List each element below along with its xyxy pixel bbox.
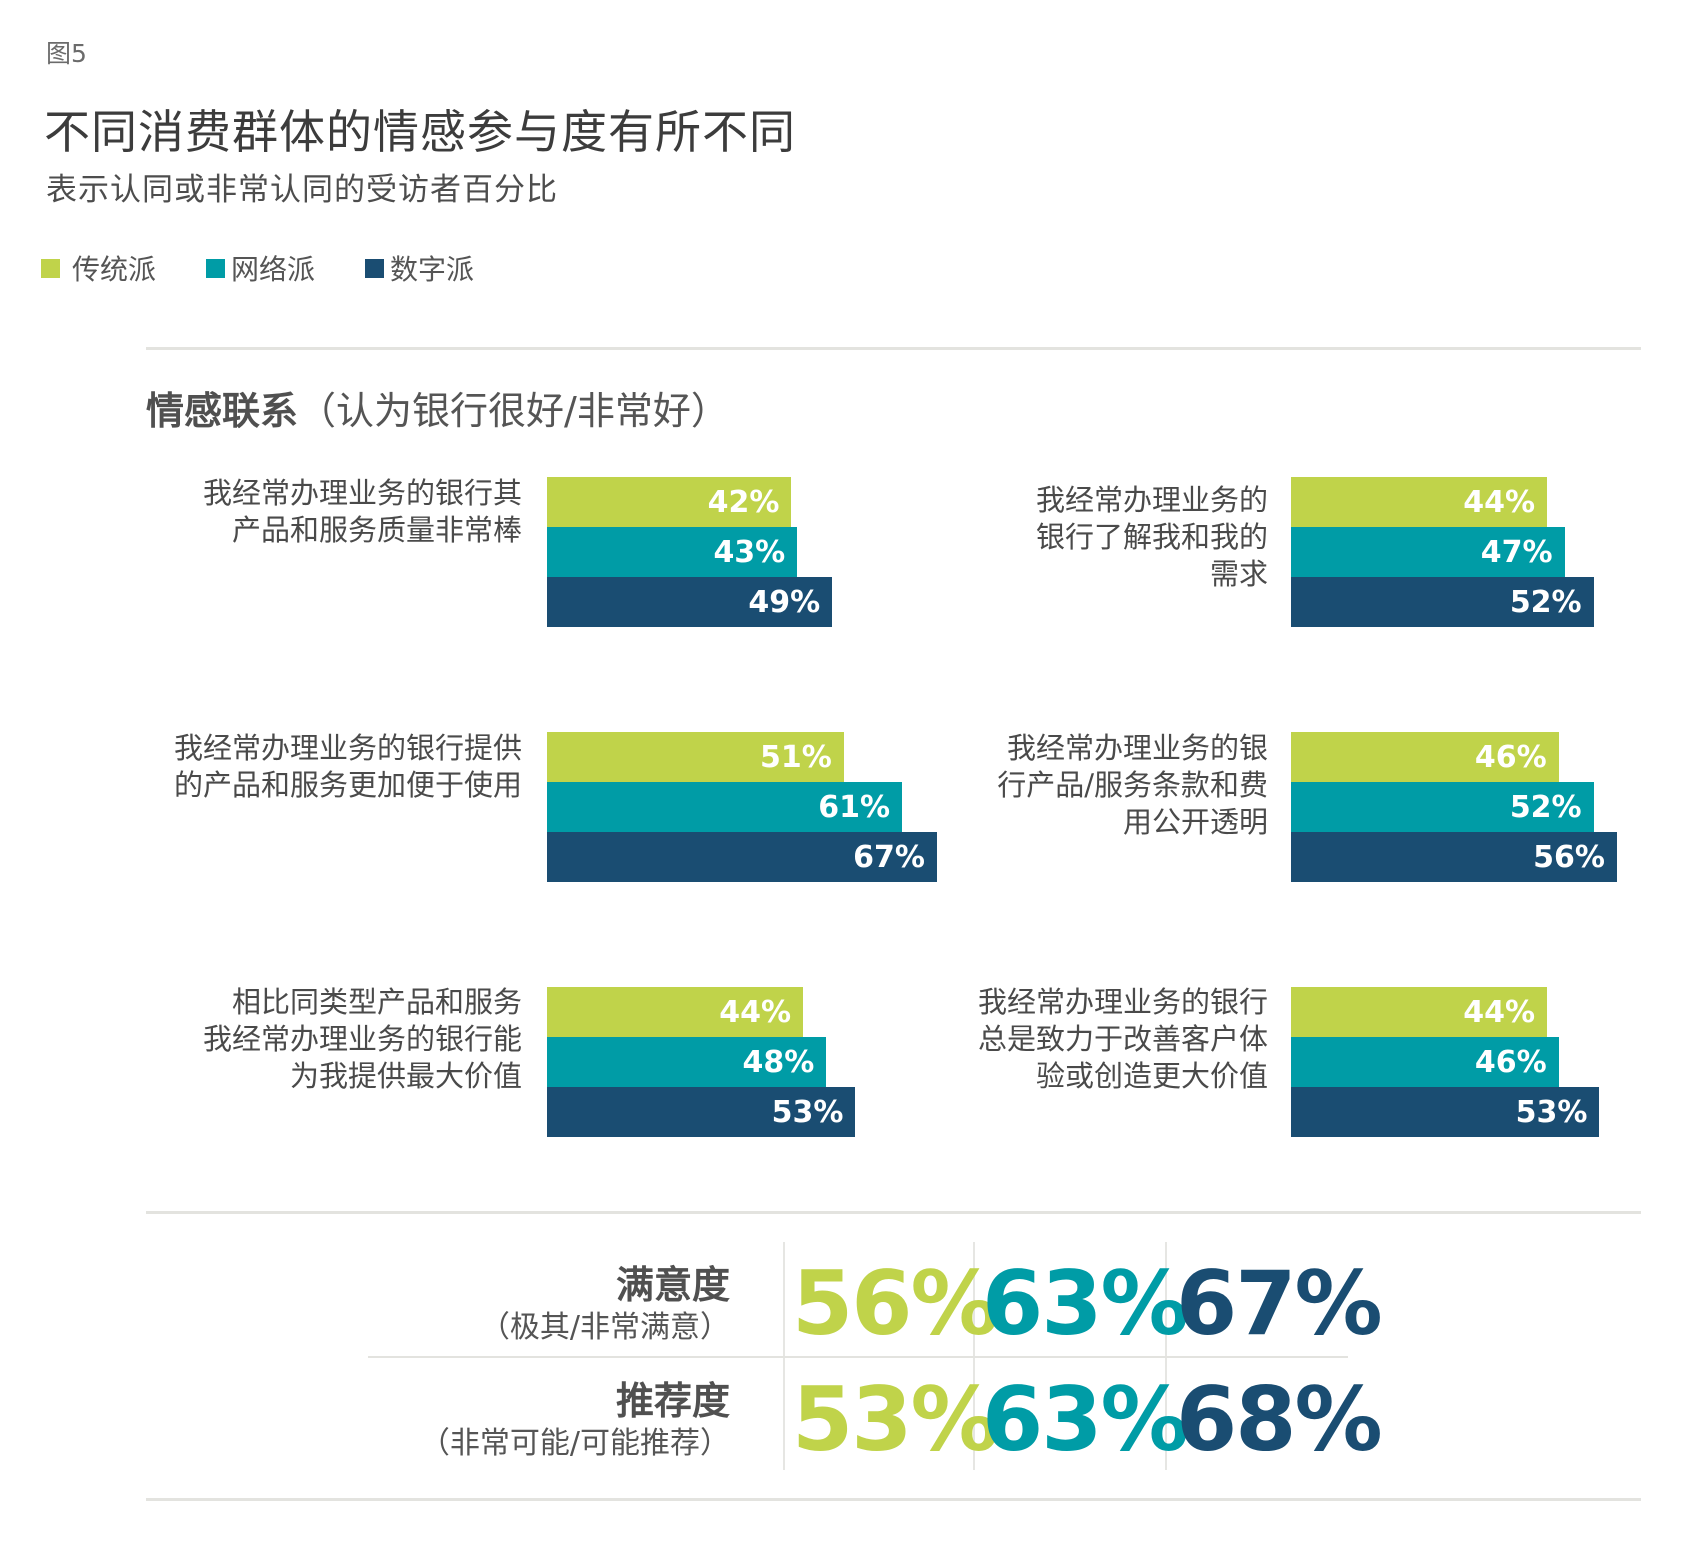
bar-value-label: 67%: [853, 839, 925, 875]
divider-top: [146, 347, 1641, 350]
stat-recommendation-traditional: 53%: [792, 1368, 999, 1471]
bar-digital: 52%: [1291, 577, 1594, 627]
bar-value-label: 61%: [818, 789, 891, 825]
legend: 传统派 网络派 数字派: [41, 248, 524, 288]
legend-label-traditional: 传统派: [72, 253, 157, 286]
divider-middle: [146, 1211, 1641, 1214]
bar-value-label: 52%: [1509, 584, 1582, 620]
bar-group: 44% 46% 53%: [1291, 987, 1600, 1137]
bar-traditional: 44%: [1291, 477, 1548, 527]
chart-subtitle: 表示认同或非常认同的受访者百分比: [46, 172, 558, 208]
bar-value-label: 44%: [1463, 994, 1536, 1030]
bar-online: 46%: [1291, 1037, 1559, 1087]
figure-label: 图5: [46, 39, 87, 68]
section-title-main: 情感联系: [146, 389, 299, 433]
bar-online: 61%: [547, 782, 903, 832]
bar-value-label: 43%: [713, 534, 786, 570]
stat-recommendation-digital: 68%: [1176, 1368, 1383, 1471]
bar-value-label: 53%: [771, 1094, 844, 1130]
bar-value-label: 53%: [1515, 1094, 1588, 1130]
bar-value-label: 49%: [748, 584, 821, 620]
bar-value-label: 46%: [1474, 1044, 1547, 1080]
bar-online: 52%: [1291, 782, 1594, 832]
stats-title-satisfaction: 满意度: [615, 1263, 730, 1307]
bar-digital: 53%: [547, 1087, 856, 1137]
legend-label-online: 网络派: [231, 253, 316, 286]
stats-row-divider: [368, 1356, 1348, 1358]
stat-satisfaction-digital: 67%: [1176, 1252, 1383, 1355]
bar-group: 46% 52% 56%: [1291, 732, 1617, 882]
section-title-qualifier: （认为银行很好/非常好）: [298, 389, 729, 433]
bar-online: 43%: [547, 527, 798, 577]
divider-bottom: [146, 1498, 1641, 1501]
bar-value-label: 56%: [1533, 839, 1605, 875]
legend-label-digital: 数字派: [390, 253, 475, 286]
bar-value-label: 46%: [1474, 739, 1547, 775]
stats-subtitle-satisfaction: （极其/非常满意）: [479, 1310, 730, 1345]
stats-label-recommendation: 推荐度 （非常可能/可能推荐）: [370, 1378, 730, 1464]
legend-item-online: 网络派: [206, 248, 315, 288]
stat-satisfaction-online: 63%: [982, 1252, 1189, 1355]
bar-online: 47%: [1291, 527, 1565, 577]
stats-title-recommendation: 推荐度: [615, 1379, 730, 1423]
bar-traditional: 44%: [1291, 987, 1548, 1037]
bar-traditional: 44%: [547, 987, 804, 1037]
bar-value-label: 44%: [719, 994, 792, 1030]
bar-digital: 53%: [1291, 1087, 1600, 1137]
bar-value-label: 48%: [742, 1044, 815, 1080]
bar-traditional: 46%: [1291, 732, 1559, 782]
legend-swatch-traditional-icon: [41, 258, 60, 278]
stats-label-satisfaction: 满意度 （极其/非常满意）: [370, 1262, 730, 1348]
section-title: 情感联系（认为银行很好/非常好）: [146, 380, 729, 435]
bar-group: 51% 61% 67%: [547, 732, 937, 882]
bar-digital: 67%: [547, 832, 937, 882]
bar-group: 44% 47% 52%: [1291, 477, 1594, 627]
group-label: 相比同类型产品和服务 我经常办理业务的银行能 为我提供最大价值: [202, 985, 522, 1093]
group-label: 我经常办理业务的银 行产品/服务条款和费 用公开透明: [997, 731, 1268, 839]
bar-value-label: 52%: [1509, 789, 1582, 825]
group-label: 我经常办理业务的银行提供 的产品和服务更加便于使用: [173, 731, 522, 802]
group-label: 我经常办理业务的银行 总是致力于改善客户体 验或创造更大价值: [977, 985, 1268, 1093]
bar-group: 44% 48% 53%: [547, 987, 856, 1137]
group-label: 我经常办理业务的银行其 产品和服务质量非常棒: [202, 476, 522, 547]
bar-value-label: 44%: [1463, 484, 1536, 520]
bar-digital: 49%: [547, 577, 833, 627]
legend-swatch-online-icon: [206, 258, 226, 278]
chart-title: 不同消费群体的情感参与度有所不同: [44, 105, 796, 159]
bar-traditional: 42%: [547, 477, 792, 527]
bar-digital: 56%: [1291, 832, 1617, 882]
stat-recommendation-online: 63%: [982, 1368, 1189, 1471]
legend-item-traditional: 传统派: [41, 248, 156, 288]
bar-value-label: 42%: [707, 484, 780, 520]
bar-online: 48%: [547, 1037, 827, 1087]
legend-item-digital: 数字派: [365, 248, 474, 288]
bar-group: 42% 43% 49%: [547, 477, 833, 627]
legend-swatch-digital-icon: [365, 258, 385, 278]
stats-subtitle-recommendation: （非常可能/可能推荐）: [419, 1426, 730, 1461]
bar-value-label: 51%: [760, 739, 832, 775]
group-label: 我经常办理业务的 银行了解我和我的 需求: [1035, 483, 1268, 591]
stat-satisfaction-traditional: 56%: [792, 1252, 999, 1355]
bar-value-label: 47%: [1480, 534, 1553, 570]
bar-traditional: 51%: [547, 732, 844, 782]
